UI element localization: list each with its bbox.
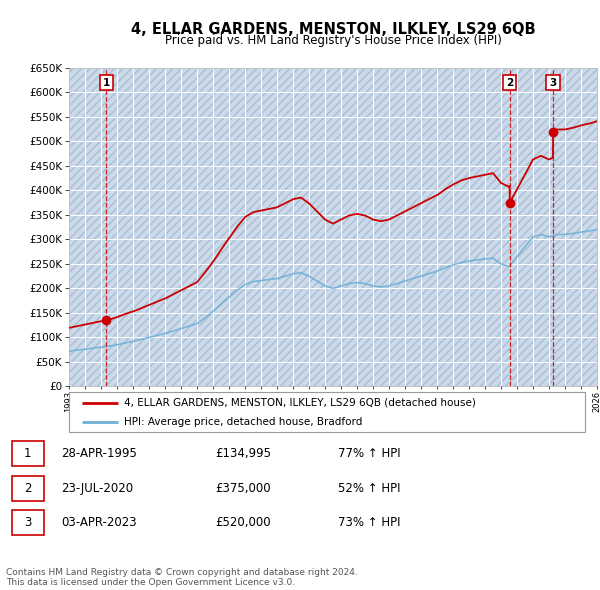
Text: HPI: Average price, detached house, Bradford: HPI: Average price, detached house, Brad… — [124, 417, 362, 427]
Text: 1: 1 — [24, 447, 32, 460]
FancyBboxPatch shape — [12, 441, 44, 466]
Text: £134,995: £134,995 — [215, 447, 272, 460]
Text: 3: 3 — [550, 77, 557, 87]
Text: 4, ELLAR GARDENS, MENSTON, ILKLEY, LS29 6QB: 4, ELLAR GARDENS, MENSTON, ILKLEY, LS29 … — [131, 22, 535, 37]
Text: 1: 1 — [103, 77, 110, 87]
Text: 28-APR-1995: 28-APR-1995 — [61, 447, 137, 460]
Text: £375,000: £375,000 — [215, 481, 271, 495]
Text: 77% ↑ HPI: 77% ↑ HPI — [338, 447, 400, 460]
Text: 23-JUL-2020: 23-JUL-2020 — [61, 481, 133, 495]
Text: 2: 2 — [24, 481, 32, 495]
Text: 2: 2 — [506, 77, 514, 87]
Text: 52% ↑ HPI: 52% ↑ HPI — [338, 481, 400, 495]
FancyBboxPatch shape — [69, 392, 585, 432]
Text: 73% ↑ HPI: 73% ↑ HPI — [338, 516, 400, 529]
Text: Price paid vs. HM Land Registry's House Price Index (HPI): Price paid vs. HM Land Registry's House … — [164, 34, 502, 47]
Text: Contains HM Land Registry data © Crown copyright and database right 2024.
This d: Contains HM Land Registry data © Crown c… — [6, 568, 358, 587]
Text: 03-APR-2023: 03-APR-2023 — [61, 516, 137, 529]
FancyBboxPatch shape — [12, 476, 44, 500]
Text: £520,000: £520,000 — [215, 516, 271, 529]
Text: 3: 3 — [24, 516, 32, 529]
FancyBboxPatch shape — [12, 510, 44, 535]
Text: 4, ELLAR GARDENS, MENSTON, ILKLEY, LS29 6QB (detached house): 4, ELLAR GARDENS, MENSTON, ILKLEY, LS29 … — [124, 398, 476, 408]
